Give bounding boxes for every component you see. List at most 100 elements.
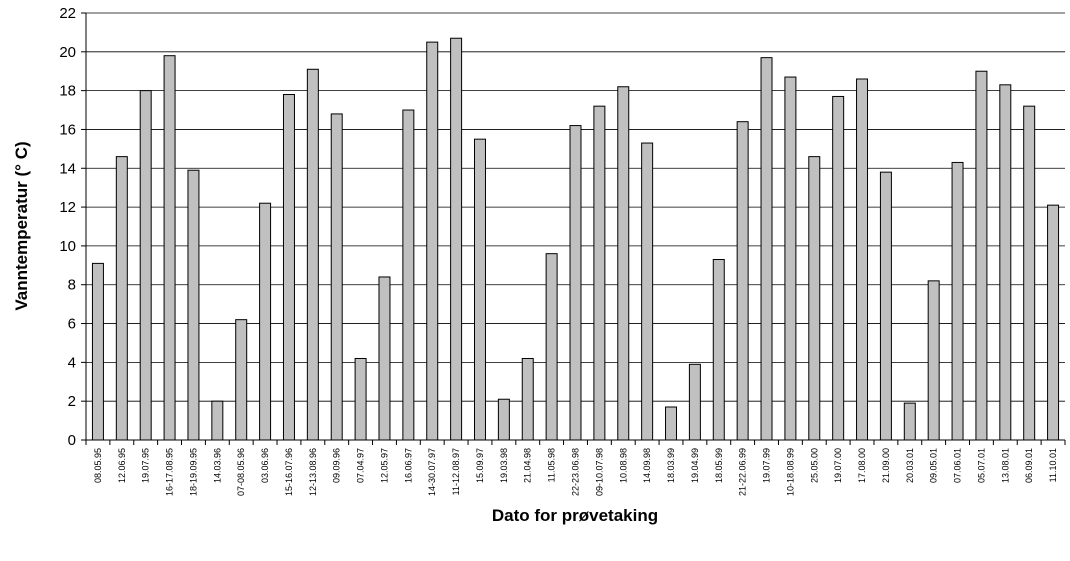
x-tick-label: 05.07.01 bbox=[976, 448, 986, 483]
y-tick-label: 16 bbox=[59, 121, 76, 138]
y-tick-label: 8 bbox=[68, 277, 76, 294]
bar bbox=[879, 171, 892, 441]
x-tick-label: 06.09.01 bbox=[1024, 448, 1034, 483]
bar bbox=[211, 400, 224, 441]
bar bbox=[139, 90, 152, 441]
x-tick-label: 21.09.00 bbox=[881, 448, 891, 483]
x-tick-label: 12.05.97 bbox=[379, 448, 389, 483]
bar bbox=[426, 41, 439, 441]
x-tick-label: 14-30.07.97 bbox=[427, 448, 437, 496]
x-tick-label: 14.09.98 bbox=[642, 448, 652, 483]
bar bbox=[330, 113, 343, 441]
bar bbox=[736, 121, 749, 441]
x-tick-label: 13.08.01 bbox=[1000, 448, 1010, 483]
x-tick-label: 22-23.06.98 bbox=[571, 448, 581, 496]
y-tick-label: 20 bbox=[59, 44, 76, 61]
x-tick-label: 18.05.99 bbox=[714, 448, 724, 483]
x-tick-label: 21-22.06.99 bbox=[738, 448, 748, 496]
y-tick-label: 10 bbox=[59, 238, 76, 255]
bar bbox=[641, 142, 654, 441]
x-tick-label: 19.07.99 bbox=[762, 448, 772, 483]
bar bbox=[832, 95, 845, 441]
axes bbox=[85, 13, 1065, 441]
bar bbox=[545, 253, 558, 441]
bar bbox=[593, 105, 606, 441]
bar bbox=[521, 357, 534, 441]
y-tick-label: 22 bbox=[59, 5, 76, 22]
bar bbox=[927, 280, 940, 441]
bar bbox=[1047, 204, 1060, 441]
x-tick-label: 09.05.01 bbox=[929, 448, 939, 483]
x-tick-label: 19.07.95 bbox=[141, 448, 151, 483]
bar bbox=[951, 161, 964, 441]
y-tick-label: 4 bbox=[68, 354, 76, 371]
bar bbox=[91, 262, 104, 441]
x-tick-label: 09-10.07.98 bbox=[594, 448, 604, 496]
x-tick-label: 03.06.96 bbox=[260, 448, 270, 483]
x-tick-label: 19.07.00 bbox=[833, 448, 843, 483]
bar bbox=[235, 319, 248, 441]
bar bbox=[187, 169, 200, 441]
bar bbox=[569, 125, 582, 441]
bar bbox=[712, 258, 725, 441]
x-tick-label: 12-13.08.96 bbox=[308, 448, 318, 496]
bar bbox=[402, 109, 415, 441]
x-tick-label: 15-16.07.96 bbox=[284, 448, 294, 496]
bar bbox=[856, 78, 869, 441]
x-tick-label: 21.04.98 bbox=[523, 448, 533, 483]
bar bbox=[259, 202, 272, 441]
x-tick-label: 11.10.01 bbox=[1048, 448, 1058, 482]
y-tick-label: 18 bbox=[59, 83, 76, 100]
y-axis-title: Vanntemperatur (° C) bbox=[12, 141, 31, 310]
bar bbox=[473, 138, 486, 441]
x-tick-label: 17.08.00 bbox=[857, 448, 867, 483]
y-tick-label: 2 bbox=[68, 393, 76, 410]
x-tick-label: 07-08.05.96 bbox=[236, 448, 246, 496]
x-tick-label: 15.09.97 bbox=[475, 448, 485, 483]
bar bbox=[282, 94, 295, 441]
x-tick-label: 08.05.95 bbox=[93, 448, 103, 483]
x-tick-label: 12.06.95 bbox=[117, 448, 127, 483]
bar bbox=[115, 156, 128, 441]
y-tick-labels: 0 2 4 6 8 10 12 14 16 18 20 22 bbox=[59, 5, 76, 449]
x-tick-label: 19.04.99 bbox=[690, 448, 700, 483]
x-tick-label: 19.03.98 bbox=[499, 448, 509, 483]
bar bbox=[760, 57, 773, 441]
y-tick-label: 0 bbox=[68, 432, 76, 449]
bar bbox=[354, 357, 367, 441]
bar bbox=[999, 84, 1012, 441]
bar bbox=[163, 55, 176, 441]
x-tick-label: 11.05.98 bbox=[547, 448, 557, 482]
x-tick-label: 10-18.08.99 bbox=[785, 448, 795, 496]
bar bbox=[378, 276, 391, 441]
x-tick-label: 11-12.08.97 bbox=[451, 448, 461, 495]
x-tick-labels: 08.05.95 12.06.95 19.07.95 16-17.08.95 18-19… bbox=[93, 448, 1058, 496]
bar bbox=[784, 76, 797, 441]
x-tick-label: 18.03.99 bbox=[666, 448, 676, 483]
x-tick-label: 16.06.97 bbox=[403, 448, 413, 483]
x-tick-label: 14.03.96 bbox=[212, 448, 222, 483]
x-tick-label: 07.06.01 bbox=[953, 448, 963, 483]
x-tick-label: 09.09.96 bbox=[332, 448, 342, 483]
x-tick-label: 10.08.98 bbox=[618, 448, 628, 483]
bar bbox=[688, 363, 701, 441]
x-tick-label: 18-19.09.95 bbox=[188, 448, 198, 496]
bar bbox=[450, 37, 463, 441]
bar bbox=[617, 86, 630, 441]
x-tick-label: 07.04.97 bbox=[356, 448, 366, 483]
y-tick-label: 6 bbox=[68, 316, 76, 333]
bar bbox=[497, 398, 510, 441]
x-axis-title: Dato for prøvetaking bbox=[492, 506, 658, 525]
bar bbox=[306, 68, 319, 441]
bar bbox=[808, 156, 821, 441]
y-tick-label: 14 bbox=[59, 160, 76, 177]
bar bbox=[1023, 105, 1036, 441]
x-tick-label: 16-17.08.95 bbox=[165, 448, 175, 496]
y-tick-label: 12 bbox=[59, 199, 76, 216]
bar bbox=[903, 402, 916, 441]
x-tick-label: 20.03.01 bbox=[905, 448, 915, 483]
bar bbox=[665, 406, 678, 441]
bars bbox=[85, 37, 1066, 445]
bar bbox=[975, 70, 988, 441]
